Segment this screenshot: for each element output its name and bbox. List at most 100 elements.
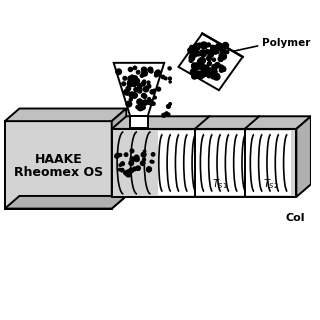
Circle shape: [221, 54, 226, 59]
Circle shape: [201, 42, 207, 49]
Circle shape: [189, 55, 195, 61]
Circle shape: [141, 103, 145, 107]
Circle shape: [119, 154, 122, 156]
Circle shape: [211, 45, 214, 49]
Circle shape: [140, 161, 145, 165]
Circle shape: [212, 65, 215, 68]
Circle shape: [136, 87, 142, 92]
Circle shape: [155, 71, 160, 76]
Circle shape: [126, 101, 132, 107]
Circle shape: [192, 63, 196, 67]
Circle shape: [219, 53, 224, 58]
Circle shape: [116, 153, 120, 157]
Bar: [130, 116, 148, 128]
Circle shape: [218, 46, 222, 50]
Circle shape: [189, 59, 193, 62]
Circle shape: [164, 77, 167, 80]
Text: HAAKE: HAAKE: [35, 153, 82, 165]
Circle shape: [208, 56, 211, 60]
Circle shape: [169, 81, 171, 83]
Circle shape: [220, 66, 226, 72]
Circle shape: [130, 149, 134, 153]
Circle shape: [135, 157, 139, 162]
Circle shape: [129, 168, 133, 173]
Circle shape: [126, 172, 131, 177]
Circle shape: [152, 102, 155, 105]
Circle shape: [196, 74, 200, 78]
Circle shape: [192, 68, 197, 72]
Circle shape: [168, 67, 171, 70]
Text: $T_{S2}$: $T_{S2}$: [263, 177, 278, 191]
Polygon shape: [296, 116, 311, 197]
Circle shape: [133, 66, 137, 70]
Circle shape: [134, 81, 137, 84]
Circle shape: [141, 82, 145, 86]
Circle shape: [122, 82, 125, 86]
Circle shape: [129, 92, 135, 98]
Circle shape: [201, 43, 207, 49]
Circle shape: [118, 168, 121, 171]
Circle shape: [208, 52, 213, 57]
Circle shape: [143, 94, 147, 98]
Circle shape: [130, 81, 135, 86]
Circle shape: [148, 98, 150, 100]
Circle shape: [207, 74, 211, 78]
Circle shape: [216, 50, 219, 53]
Bar: [158, 131, 292, 195]
Circle shape: [168, 113, 170, 116]
Circle shape: [126, 172, 131, 177]
Circle shape: [216, 43, 222, 50]
Polygon shape: [114, 63, 164, 116]
Circle shape: [189, 54, 193, 58]
Circle shape: [222, 43, 228, 49]
Circle shape: [131, 75, 134, 78]
Circle shape: [143, 153, 146, 155]
Circle shape: [200, 58, 205, 63]
Circle shape: [205, 50, 209, 53]
Circle shape: [208, 62, 211, 65]
Circle shape: [169, 103, 171, 105]
Circle shape: [211, 70, 214, 73]
Circle shape: [222, 68, 226, 71]
Circle shape: [155, 70, 161, 76]
Circle shape: [136, 106, 139, 109]
Circle shape: [123, 76, 127, 80]
Circle shape: [190, 45, 194, 49]
Circle shape: [153, 89, 156, 92]
Circle shape: [151, 161, 154, 163]
Circle shape: [167, 105, 170, 108]
Circle shape: [130, 157, 135, 162]
Circle shape: [121, 162, 124, 165]
Circle shape: [161, 75, 165, 79]
Circle shape: [201, 66, 206, 71]
Circle shape: [220, 53, 226, 60]
Circle shape: [147, 168, 151, 172]
Circle shape: [218, 57, 223, 61]
Circle shape: [195, 45, 200, 51]
Circle shape: [192, 63, 198, 69]
Circle shape: [204, 71, 209, 76]
Circle shape: [193, 66, 198, 70]
Circle shape: [207, 43, 211, 47]
Circle shape: [219, 47, 222, 51]
Circle shape: [213, 76, 217, 79]
Circle shape: [140, 74, 144, 77]
Circle shape: [193, 44, 199, 50]
Circle shape: [154, 96, 156, 99]
Circle shape: [156, 73, 158, 76]
Circle shape: [211, 76, 214, 79]
Circle shape: [212, 46, 216, 51]
Polygon shape: [5, 108, 126, 121]
Circle shape: [150, 160, 153, 163]
Circle shape: [212, 65, 217, 69]
Circle shape: [148, 67, 153, 72]
Circle shape: [165, 112, 168, 116]
Circle shape: [192, 51, 198, 57]
Circle shape: [197, 73, 201, 77]
Circle shape: [141, 67, 147, 72]
Circle shape: [142, 70, 148, 76]
Circle shape: [212, 58, 215, 61]
Circle shape: [198, 74, 204, 79]
Circle shape: [120, 168, 124, 172]
Circle shape: [200, 50, 205, 55]
